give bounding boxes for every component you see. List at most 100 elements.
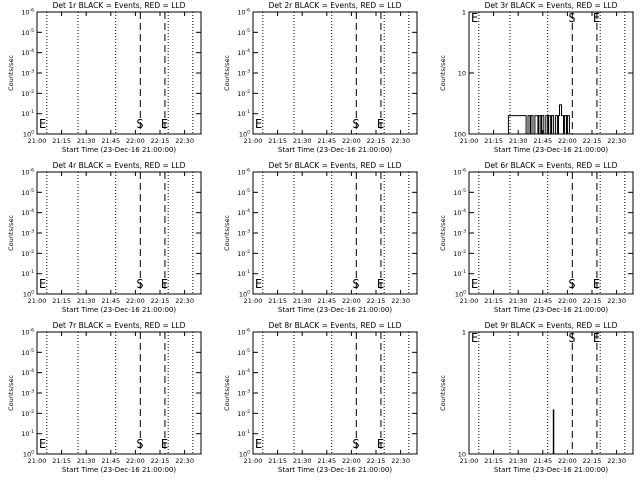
chart-panel-5: Det 5r BLACK = Events, RED = LLD 10 0 10 -1 1… (223, 161, 418, 314)
x-axis-label: Start Time (23-Dec-16 21:00:00) (278, 466, 392, 474)
y-tick-exponent: -3 (462, 229, 467, 235)
x-tick-label: 22:00 (126, 137, 145, 145)
chart-title: Det 4r BLACK = Events, RED = LLD (53, 161, 186, 170)
y-tick-base: 10 (237, 410, 245, 418)
y-tick-exponent: 0 (247, 130, 250, 136)
y-axis-label: Counts/sec (439, 215, 447, 251)
event-marker-e: E (471, 331, 478, 345)
y-tick-label: 10-6 (21, 8, 34, 17)
event-marker-s: S (568, 11, 575, 25)
x-tick-label: 22:15 (367, 297, 386, 305)
x-tick-label: 21:00 (244, 137, 263, 145)
y-tick-exponent: -4 (30, 368, 35, 374)
event-marker-e: E (39, 117, 46, 131)
x-tick-label: 22:15 (367, 137, 386, 145)
x-tick-label: 21:45 (533, 457, 552, 465)
x-tick-label: 22:00 (342, 457, 361, 465)
y-tick-exponent: 0 (247, 450, 250, 456)
y-tick-base: 10 (21, 329, 29, 337)
plot-frame (468, 331, 634, 455)
y-tick-exponent: 0 (247, 290, 250, 296)
y-tick-base: 10 (453, 169, 461, 177)
y-tick-exponent: -6 (246, 168, 251, 174)
x-tick-label: 21:00 (244, 297, 263, 305)
y-tick-base: 1 (462, 329, 466, 337)
x-tick-label: 21:00 (460, 457, 479, 465)
event-marker-e: E (39, 277, 46, 291)
y-tick-base: 10 (21, 410, 29, 418)
x-tick-label: 22:00 (558, 297, 577, 305)
x-tick-label: 21:30 (509, 297, 528, 305)
y-tick-exponent: -2 (30, 409, 35, 415)
x-tick-label: 22:00 (126, 457, 145, 465)
y-tick-exponent: -1 (246, 109, 251, 115)
y-tick-base: 10 (21, 169, 29, 177)
event-marker-s: S (136, 437, 143, 451)
chart-title: Det 1r BLACK = Events, RED = LLD (53, 1, 186, 10)
x-tick-label: 21:45 (101, 457, 120, 465)
chart-panel-7: Det 7r BLACK = Events, RED = LLD10010-11… (7, 321, 202, 474)
y-tick-label: 10 (458, 451, 466, 459)
chart-title: Det 7r BLACK = Events, RED = LLD (53, 321, 186, 330)
y-tick-base: 100 (454, 131, 466, 139)
y-tick-base: 10 (21, 390, 29, 398)
plot-frame (36, 11, 202, 135)
y-tick-exponent: -2 (30, 89, 35, 95)
x-tick-label: 21:45 (101, 297, 120, 305)
y-tick-exponent: -3 (30, 389, 35, 395)
y-axis-label: Counts/sec (7, 55, 15, 91)
y-axis-label: Counts/sec (439, 375, 447, 411)
y-tick-exponent: -3 (30, 229, 35, 235)
y-tick-exponent: -3 (246, 229, 251, 235)
y-tick-exponent: -2 (246, 409, 251, 415)
y-tick-exponent: -2 (462, 249, 467, 255)
events-series-line (507, 104, 570, 135)
y-tick-label: 10-5 (237, 348, 250, 357)
y-tick-label: 10-3 (237, 69, 250, 78)
x-tick-label: 21:30 (509, 137, 528, 145)
y-tick-base: 10 (21, 250, 29, 258)
y-tick-label: 100 (455, 290, 466, 299)
chart-panel-2: Det 2r BLACK = Events, RED = LLD10010-11… (223, 1, 418, 154)
x-tick-label: 21:30 (293, 457, 312, 465)
y-tick-base: 10 (237, 430, 245, 438)
x-tick-label: 22:15 (583, 137, 602, 145)
event-marker-e: E (593, 331, 600, 345)
y-axis-label: Counts/sec (7, 215, 15, 251)
y-tick-base: 10 (21, 209, 29, 217)
x-tick-label: 21:00 (28, 137, 47, 145)
y-tick-label: 10-3 (21, 69, 34, 78)
y-tick-base: 10 (458, 451, 466, 459)
x-tick-label: 21:15 (52, 457, 71, 465)
y-tick-base: 10 (23, 291, 31, 299)
chart-title: Det 9r BLACK = Events, RED = LLD (485, 321, 618, 330)
y-tick-label: 10-5 (237, 28, 250, 37)
y-tick-label: 10-4 (21, 208, 34, 217)
chart-panel-3: Det 3r BLACK = Events, RED = LLD 100 10 1 Co… (439, 1, 634, 154)
y-tick-label: 10-1 (21, 269, 34, 278)
y-tick-base: 10 (237, 250, 245, 258)
y-tick-label: 10-4 (237, 208, 250, 217)
event-marker-e: E (377, 277, 384, 291)
y-tick-exponent: -4 (30, 208, 35, 214)
y-tick-exponent: 0 (463, 290, 466, 296)
chart-title: Det 5r BLACK = Events, RED = LLD (269, 161, 402, 170)
y-tick-base: 10 (21, 29, 29, 37)
y-tick-label: 10-6 (237, 168, 250, 177)
y-tick-base: 10 (237, 349, 245, 357)
event-marker-e: E (255, 437, 262, 451)
event-marker-s: S (352, 437, 359, 451)
y-tick-base: 10 (21, 9, 29, 17)
y-tick-exponent: -3 (246, 389, 251, 395)
y-tick-base: 10 (237, 169, 245, 177)
y-tick-label: 10-6 (237, 8, 250, 17)
y-tick-exponent: -1 (246, 269, 251, 275)
x-tick-label: 21:30 (293, 297, 312, 305)
y-axis-label: Counts/sec (223, 215, 231, 251)
chart-title: Det 8r BLACK = Events, RED = LLD (269, 321, 402, 330)
y-tick-label: 10-2 (237, 409, 250, 418)
y-tick-base: 10 (453, 230, 461, 238)
y-tick-label: 10-3 (237, 389, 250, 398)
y-tick-label: 10-4 (453, 208, 466, 217)
